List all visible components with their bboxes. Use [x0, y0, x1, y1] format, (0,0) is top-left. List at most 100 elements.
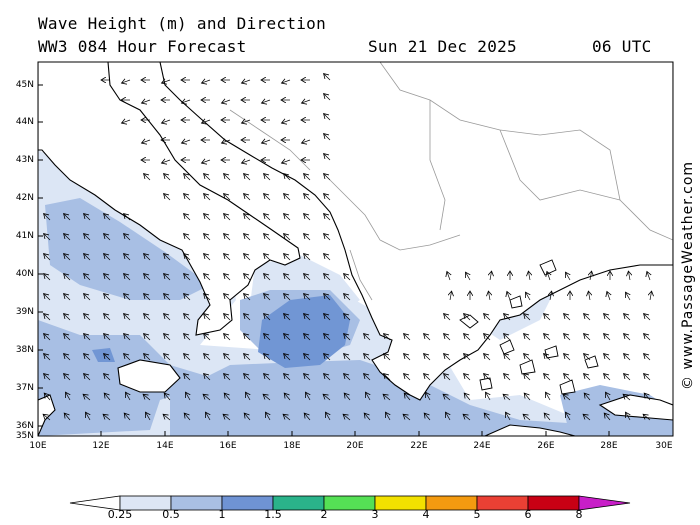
- wave-arrow: [384, 334, 391, 341]
- wave-arrow: [204, 194, 211, 201]
- wave-arrow: [224, 214, 231, 221]
- lat-label: 42N: [15, 193, 34, 203]
- wave-arrow: [504, 354, 511, 361]
- lon-label: 18E: [283, 441, 301, 451]
- wave-arrow: [284, 374, 291, 381]
- legend-swatch: [425, 495, 478, 511]
- lat-label: 43N: [15, 155, 34, 165]
- wave-arrow: [184, 234, 191, 241]
- wave-arrow: [142, 140, 151, 143]
- wave-arrow: [564, 314, 571, 321]
- wave-arrow: [84, 274, 91, 281]
- wave-arrow: [104, 354, 111, 361]
- wave-arrow: [44, 254, 51, 261]
- wave-arrow: [244, 294, 251, 301]
- wave-arrow: [44, 393, 51, 401]
- wave-arrow: [184, 254, 191, 261]
- wave-arrow: [650, 291, 652, 301]
- wave-arrow: [484, 374, 491, 381]
- wave-arrow: [283, 414, 291, 421]
- wave-arrow: [182, 100, 191, 103]
- wave-arrow: [246, 392, 251, 401]
- wave-arrow: [144, 254, 151, 261]
- lat-label: 36N: [15, 421, 34, 431]
- wave-arrow: [244, 334, 251, 341]
- wave-arrow: [204, 274, 211, 281]
- wave-arrow: [164, 254, 171, 261]
- wave-arrow: [306, 392, 311, 401]
- lon-label: 28E: [600, 441, 618, 451]
- wave-arrow: [628, 271, 630, 281]
- wave-arrow: [464, 354, 471, 361]
- wave-arrow: [624, 374, 631, 381]
- wave-arrow: [304, 194, 311, 201]
- legend-colorbar: [69, 495, 631, 511]
- wave-arrow: [44, 234, 51, 241]
- wave-arrow: [464, 334, 471, 341]
- wave-arrow: [564, 354, 571, 361]
- wave-arrow: [222, 140, 231, 143]
- wave-arrow: [584, 314, 591, 321]
- wave-arrow: [443, 394, 451, 401]
- wave-arrow: [204, 314, 211, 321]
- legend-label: 1.5: [264, 508, 282, 521]
- wave-arrow: [324, 94, 331, 101]
- wave-arrow: [566, 412, 571, 421]
- wave-arrow: [184, 294, 191, 301]
- wave-arrow: [504, 334, 511, 341]
- wave-arrow: [83, 394, 91, 401]
- wave-arrow: [403, 414, 411, 421]
- wave-arrow: [266, 412, 271, 421]
- wave-arrow: [324, 334, 331, 341]
- wave-arrow: [324, 154, 331, 161]
- wave-arrow: [404, 374, 411, 381]
- wave-arrow: [644, 393, 651, 401]
- wave-arrow: [224, 174, 231, 181]
- wave-arrow: [564, 334, 571, 341]
- wave-arrow: [202, 160, 211, 163]
- wave-arrow: [324, 214, 331, 221]
- wave-arrow: [324, 254, 331, 261]
- wave-arrow: [324, 194, 331, 201]
- wave-arrow: [144, 274, 151, 281]
- wave-arrow: [224, 194, 231, 201]
- wave-arrow: [284, 254, 291, 261]
- wave-arrow: [203, 394, 211, 401]
- wave-arrow: [364, 354, 371, 361]
- wave-arrow: [84, 294, 91, 301]
- wave-arrow: [64, 214, 71, 221]
- wave-arrow: [224, 334, 231, 341]
- wave-arrow: [504, 374, 511, 381]
- wave-arrow: [524, 354, 531, 361]
- wave-arrow: [142, 100, 151, 103]
- wave-arrow: [584, 354, 591, 361]
- wave-arrow: [302, 140, 311, 143]
- legend-label: 0.25: [107, 508, 133, 521]
- wave-arrow: [507, 292, 510, 301]
- wave-arrow: [424, 334, 431, 341]
- wave-arrow: [366, 392, 371, 401]
- wave-arrow: [104, 274, 111, 281]
- wave-arrow: [488, 291, 490, 301]
- wave-arrow: [84, 254, 91, 261]
- wave-arrow: [164, 294, 171, 301]
- wave-arrow: [550, 291, 552, 301]
- legend-label: 3: [371, 508, 379, 521]
- wave-arrow: [104, 294, 111, 301]
- wave-arrow: [264, 294, 271, 301]
- wave-arrow: [583, 414, 591, 421]
- wave-arrow: [344, 393, 351, 401]
- wave-arrow: [344, 294, 351, 301]
- wave-arrow: [262, 140, 271, 143]
- wave-arrow: [624, 334, 631, 341]
- wave-arrow: [64, 234, 71, 241]
- wave-arrow: [304, 314, 311, 321]
- wave-arrow: [284, 194, 291, 201]
- wave-arrow: [282, 160, 291, 163]
- wave-arrow: [604, 334, 611, 341]
- wave-arrow: [466, 272, 471, 281]
- wave-arrow: [544, 354, 551, 361]
- wave-arrow: [304, 274, 311, 281]
- wave-arrow: [144, 294, 151, 301]
